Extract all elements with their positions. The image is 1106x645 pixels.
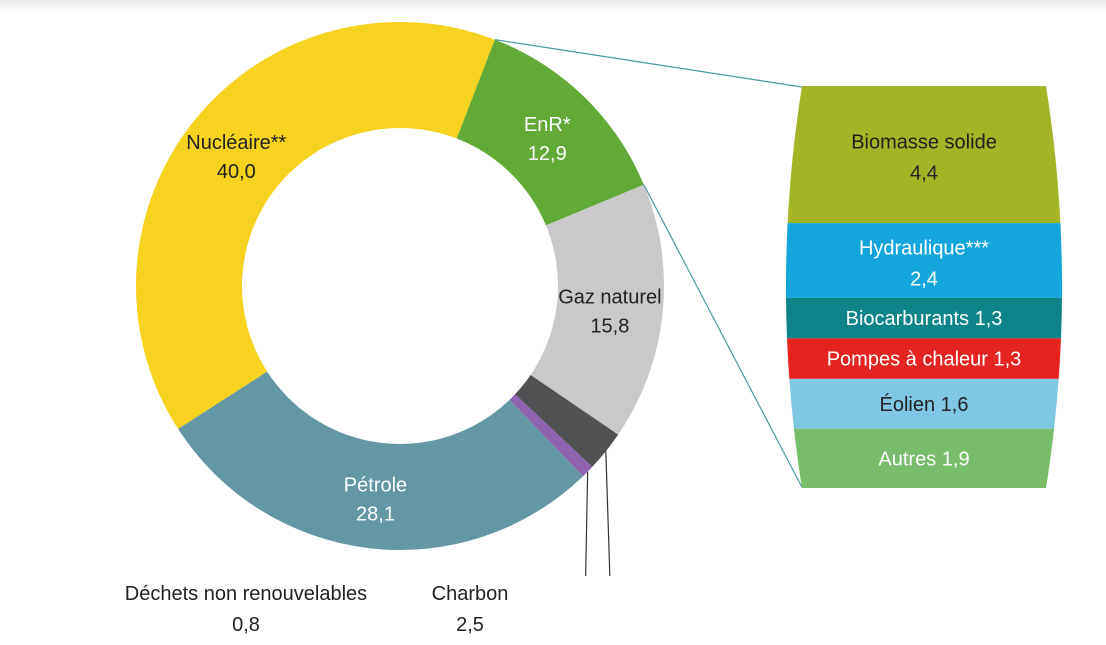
slice-value-charbon: 2,5 — [456, 614, 484, 636]
slice-label-enr: EnR* — [524, 114, 571, 136]
breakdown-value-pompes-a-chaleur: 1,3 — [988, 349, 1021, 371]
donut-slice-charbon — [515, 374, 619, 467]
slice-label-nucleaire: Nucléaire** — [186, 132, 286, 154]
donut-slice-gaz-naturel — [530, 184, 665, 435]
donut-slice-petrole — [178, 371, 583, 550]
connector-line-top — [494, 39, 802, 88]
breakdown-name-autres: Autres — [878, 448, 936, 470]
breakdown-value-biocarburants: 1,3 — [969, 308, 1002, 330]
connector-line-bottom — [643, 184, 803, 488]
breakdown-name-biocarburants: Biocarburants — [846, 308, 969, 330]
breakdown-label-hydraulique: Hydraulique*** — [859, 238, 989, 260]
slice-label-gaz-naturel: Gaz naturel — [558, 287, 661, 309]
slice-value-gaz-naturel: 15,8 — [590, 316, 629, 338]
breakdown-segment-autres — [793, 428, 1055, 488]
breakdown-segment-eolien — [789, 378, 1059, 429]
breakdown-label-autres: Autres 1,9 — [878, 448, 969, 470]
slice-label-petrole: Pétrole — [344, 475, 407, 497]
breakdown-name-pompes-a-chaleur: Pompes à chaleur — [827, 349, 989, 371]
leader-line-charbon — [605, 451, 611, 577]
breakdown-label-eolien: Éolien 1,6 — [880, 393, 969, 416]
slice-label-dechets-non-renouvelables: Déchets non renouvelables — [125, 583, 367, 605]
breakdown-name-eolien: Éolien — [880, 393, 936, 416]
donut-slice-dechets-non-renouvelables — [509, 394, 593, 477]
breakdown-segment-pompes-a-chaleur — [787, 338, 1061, 379]
slice-value-petrole: 28,1 — [356, 504, 395, 526]
slice-label-charbon: Charbon — [432, 583, 509, 605]
breakdown-label-biomasse-solide: Biomasse solide — [851, 132, 997, 154]
slice-value-enr: 12,9 — [528, 143, 567, 165]
top-shadow — [0, 0, 1106, 12]
breakdown-segment-biomasse-solide — [787, 86, 1061, 224]
breakdown-label-pompes-a-chaleur: Pompes à chaleur 1,3 — [827, 349, 1022, 371]
breakdown-value-hydraulique: 2,4 — [910, 269, 938, 291]
breakdown-value-eolien: 1,6 — [935, 394, 968, 416]
breakdown-segment-biocarburants — [786, 297, 1062, 339]
breakdown-value-biomasse-solide: 4,4 — [910, 163, 938, 185]
breakdown-value-autres: 1,9 — [936, 448, 969, 470]
leader-line-dechets-non-renouvelables — [585, 471, 589, 577]
breakdown-label-biocarburants: Biocarburants 1,3 — [846, 308, 1003, 330]
slice-value-nucleaire: 40,0 — [217, 161, 256, 183]
donut-slice-enr — [456, 39, 644, 226]
breakdown-segment-hydraulique — [786, 223, 1062, 298]
donut-slice-nucleaire — [136, 21, 495, 430]
slice-value-dechets-non-renouvelables: 0,8 — [232, 614, 260, 636]
